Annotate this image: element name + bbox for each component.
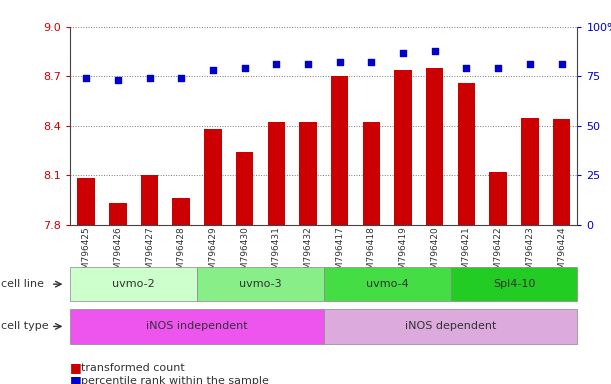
Bar xyxy=(363,122,380,225)
Point xyxy=(208,67,218,73)
Point xyxy=(113,77,123,83)
Point xyxy=(367,60,376,66)
Text: iNOS independent: iNOS independent xyxy=(146,321,248,331)
Text: uvmo-2: uvmo-2 xyxy=(112,279,155,289)
Bar xyxy=(141,175,158,225)
Text: uvmo-4: uvmo-4 xyxy=(366,279,409,289)
Bar xyxy=(489,172,507,225)
Point xyxy=(177,75,186,81)
Bar xyxy=(172,198,190,225)
Bar xyxy=(109,203,126,225)
Bar xyxy=(268,122,285,225)
Text: cell line: cell line xyxy=(1,279,44,289)
Text: ■: ■ xyxy=(70,361,82,374)
Bar xyxy=(521,118,538,225)
Bar xyxy=(236,152,254,225)
Text: transformed count: transformed count xyxy=(81,363,185,373)
Point xyxy=(430,48,440,54)
Bar xyxy=(78,179,95,225)
Bar xyxy=(331,76,348,225)
Text: GDS4355 / 10587818: GDS4355 / 10587818 xyxy=(89,0,252,2)
Point xyxy=(461,65,471,71)
Point xyxy=(398,50,408,56)
Point xyxy=(145,75,155,81)
Bar xyxy=(394,70,412,225)
Point xyxy=(303,61,313,68)
Point xyxy=(493,65,503,71)
Text: uvmo-3: uvmo-3 xyxy=(239,279,282,289)
Point xyxy=(271,61,281,68)
Text: percentile rank within the sample: percentile rank within the sample xyxy=(81,376,268,384)
Bar xyxy=(426,68,444,225)
Point xyxy=(557,61,566,68)
Bar xyxy=(553,119,570,225)
Text: Spl4-10: Spl4-10 xyxy=(493,279,535,289)
Point xyxy=(335,60,345,66)
Point xyxy=(240,65,249,71)
Bar xyxy=(204,129,222,225)
Text: iNOS dependent: iNOS dependent xyxy=(405,321,496,331)
Bar xyxy=(299,122,316,225)
Point xyxy=(81,75,91,81)
Point xyxy=(525,61,535,68)
Text: cell type: cell type xyxy=(1,321,49,331)
Text: ■: ■ xyxy=(70,374,82,384)
Bar xyxy=(458,83,475,225)
